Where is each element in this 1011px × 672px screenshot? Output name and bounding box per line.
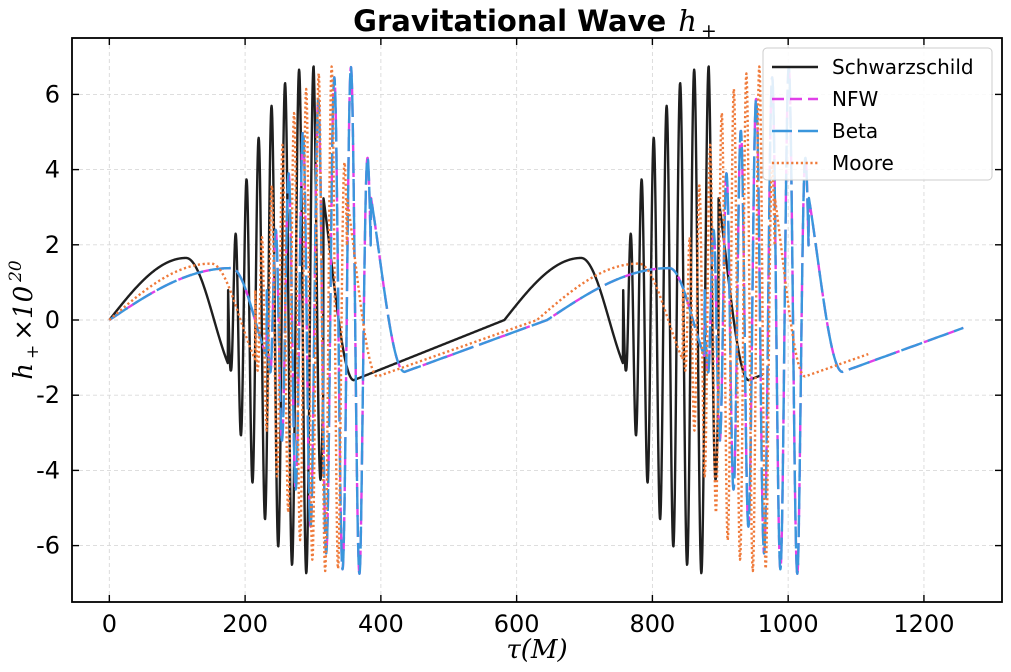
y-axis-label: h + ×10 20 [6, 260, 43, 380]
chart-title-math: h [678, 4, 697, 38]
legend: Schwarzschild NFW Beta Moore [762, 47, 993, 181]
series-line-beta [108, 65, 965, 575]
y-axis-label-exp: 20 [6, 260, 26, 283]
x-tick-label: 400 [358, 610, 404, 638]
y-tick-label: -4 [36, 456, 60, 484]
y-tick-label: 4 [45, 156, 60, 184]
series-line-moore [108, 65, 870, 573]
y-tick-label: 2 [45, 231, 60, 259]
series-layer [108, 65, 965, 575]
y-axis-label-sub: + [23, 345, 43, 359]
x-tick-label: 600 [494, 610, 540, 638]
y-tick-label: -6 [36, 532, 60, 560]
legend-label: Moore [832, 151, 894, 175]
chart-title-text: Gravitational Wave [353, 4, 666, 38]
grid [72, 38, 1002, 602]
y-axis-label-times: ×10 [9, 286, 39, 341]
legend-label: NFW [832, 87, 878, 111]
y-tick-label: 0 [45, 306, 60, 334]
x-tick-label: 0 [102, 610, 117, 638]
chart-title-math-sub: + [701, 20, 717, 42]
x-tick-label: 800 [629, 610, 675, 638]
legend-label: Beta [832, 119, 878, 143]
x-axis-label: τ(M) [506, 635, 567, 665]
x-tick-label: 200 [222, 610, 268, 638]
chart-title: Gravitational Wave h + [353, 4, 717, 42]
y-axis-label-base: h [9, 363, 39, 380]
y-tick-label: -2 [36, 381, 60, 409]
x-tick-label: 1000 [758, 610, 819, 638]
ticks: 0 200 400 600 800 1000 1200 6 4 2 0 -2 -4 -6 [36, 38, 1002, 638]
series-line-schwarzschild [108, 65, 764, 575]
y-tick-label: 6 [45, 80, 60, 108]
x-tick-label: 1200 [893, 610, 954, 638]
legend-box [762, 47, 993, 181]
legend-label: Schwarzschild [832, 55, 974, 79]
